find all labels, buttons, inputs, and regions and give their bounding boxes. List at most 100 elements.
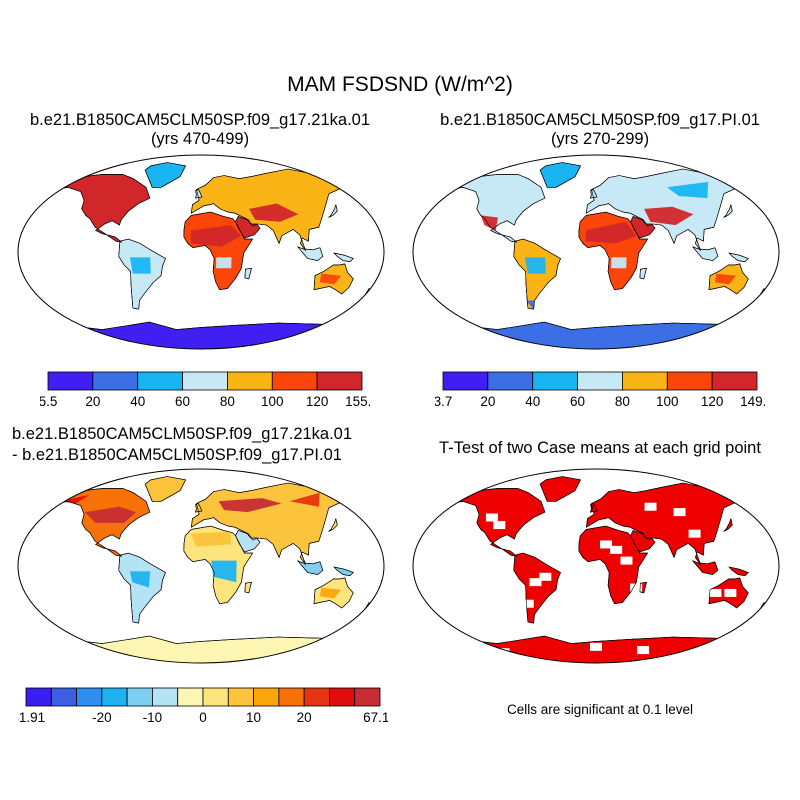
- map-border: [412, 468, 780, 664]
- coastline: [578, 211, 649, 291]
- colorbar-tick-label: 3.7: [435, 394, 452, 409]
- colorbar-difference: -31.91 -20 -10 0 10 20 67.16: [18, 687, 388, 725]
- colorbar-swatch: [227, 687, 254, 707]
- field-patch: [216, 257, 232, 269]
- colorbar-swatch: [101, 687, 128, 707]
- panel-top-right-title: b.e21.B1850CAM5CLM50SP.f09_g17.PI.01: [440, 111, 760, 129]
- colorbar-swatch: [711, 371, 758, 391]
- colorbar-swatch: [278, 687, 305, 707]
- map-panel-difference: [17, 468, 385, 664]
- map-panel-21ka: [17, 154, 385, 350]
- ocean-background: [18, 469, 384, 663]
- coastline: [55, 488, 151, 557]
- colorbar-tick-label: 80: [615, 394, 630, 409]
- coastline: [55, 174, 151, 243]
- colorbar-tick-label: 5.5: [40, 394, 57, 409]
- coastline: [585, 168, 751, 252]
- coastline: [190, 168, 356, 252]
- field-patch: [129, 257, 151, 274]
- coastline: [630, 216, 656, 239]
- colorbar-tick-label: -10: [143, 710, 163, 725]
- field-patch: [85, 506, 136, 523]
- colorbar-swatch: [442, 371, 489, 391]
- insignificant-cell: [610, 545, 623, 554]
- coastline: [539, 162, 582, 188]
- coastline: [692, 246, 719, 261]
- coastline: [235, 216, 261, 239]
- colorbar-swatch: [487, 371, 534, 391]
- coastline: [333, 566, 354, 577]
- colorbar-tick-label: 10: [246, 710, 261, 725]
- coastline: [450, 174, 546, 243]
- colorbar-pi: 3.7 20 40 60 80 100 120 149.6: [435, 371, 765, 409]
- coastline: [639, 581, 647, 594]
- colorbar-swatch: [182, 371, 228, 391]
- colorbar-tick-label: -20: [92, 710, 112, 725]
- colorbar-tick-label: 80: [220, 394, 235, 409]
- colorbar-tick-label: 120: [701, 394, 724, 409]
- insignificant-cell: [485, 513, 498, 522]
- ocean-background: [413, 469, 779, 663]
- coastline: [297, 246, 324, 261]
- coastline: [589, 503, 598, 513]
- coastline: [194, 503, 203, 513]
- coastline: [244, 581, 252, 594]
- colorbar-swatch: [126, 687, 153, 707]
- coastline: [144, 476, 187, 502]
- colorbar-swatch: [76, 687, 103, 707]
- field-patch: [319, 587, 341, 599]
- ocean-background: [413, 155, 779, 349]
- colorbar-tick-label: 120: [306, 394, 329, 409]
- panel-top-left-subtitle: (yrs 470-499): [150, 130, 250, 148]
- colorbar-swatch: [577, 371, 623, 391]
- insignificant-cell: [590, 642, 602, 651]
- coastline: [440, 321, 750, 349]
- insignificant-cell: [724, 588, 737, 597]
- ocean-background: [18, 155, 384, 349]
- colorbar-swatch: [354, 687, 381, 707]
- coastline: [244, 267, 252, 280]
- coastline: [708, 263, 749, 295]
- colorbar-swatch: [271, 371, 318, 391]
- coastline: [194, 189, 203, 199]
- coastline: [190, 482, 356, 566]
- map-panel-pi: [412, 154, 780, 350]
- colorbar-swatch: [92, 371, 139, 391]
- insignificant-cell: [493, 521, 506, 530]
- colorbar-swatch: [329, 687, 356, 707]
- coastline: [728, 566, 749, 577]
- colorbar-swatch: [316, 371, 363, 391]
- panel-top-right-subtitle: (yrs 270-299): [550, 130, 650, 148]
- coastline: [723, 518, 733, 532]
- colorbar-tick-label: 60: [570, 394, 585, 409]
- coastline: [708, 577, 749, 609]
- field-patch: [190, 225, 242, 247]
- insignificant-cell: [600, 540, 613, 549]
- colorbar-swatch: [303, 687, 330, 707]
- field-patch: [666, 181, 709, 199]
- figure-title: MAM FSDSND (W/m^2): [287, 73, 513, 96]
- coastline: [333, 252, 354, 263]
- coastline: [728, 252, 749, 263]
- colorbar-tick-label: 20: [297, 710, 312, 725]
- insignificant-cell: [620, 556, 633, 565]
- colorbar-tick-label: 20: [85, 394, 100, 409]
- colorbar-tick-label: 0: [199, 710, 207, 725]
- coastline: [297, 560, 324, 575]
- coastline: [183, 525, 254, 605]
- map-panel-ttest: [412, 468, 780, 664]
- coastline: [235, 530, 261, 553]
- field-patch: [261, 176, 320, 196]
- field-patch: [714, 273, 736, 285]
- field-patch: [210, 187, 237, 201]
- field-patch: [524, 257, 546, 274]
- map-border: [412, 154, 780, 350]
- colorbar-swatch: [253, 687, 280, 707]
- coastline: [639, 267, 647, 280]
- coastline: [630, 530, 656, 553]
- coastline: [118, 238, 166, 310]
- coastline: [539, 476, 582, 502]
- colorbar-swatch: [50, 687, 77, 707]
- field-patch: [218, 498, 282, 513]
- panel-bottom-right-title: T-Test of two Case means at each grid po…: [439, 439, 761, 457]
